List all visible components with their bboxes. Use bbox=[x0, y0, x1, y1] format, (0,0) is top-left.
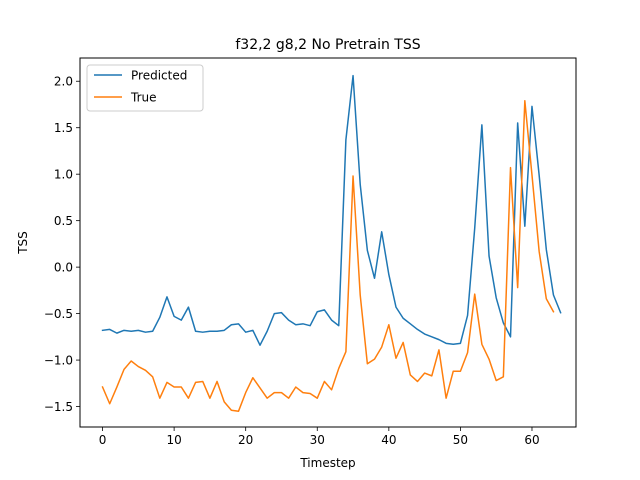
x-axis-label: Timestep bbox=[299, 456, 355, 470]
x-tick-label: 30 bbox=[310, 433, 325, 447]
y-axis-label: TSS bbox=[16, 231, 30, 255]
legend-box bbox=[86, 64, 204, 112]
y-tick-label: 1.0 bbox=[54, 168, 73, 182]
legend-label-true: True bbox=[130, 91, 157, 105]
y-axis: −1.5 −1.0 −0.5 0.0 0.5 1.0 1.5 2.0 bbox=[44, 75, 80, 414]
series-line-predicted bbox=[101, 74, 562, 346]
x-tick-label: 40 bbox=[381, 433, 396, 447]
x-tick-label: 50 bbox=[453, 433, 468, 447]
y-tick-label: 0.5 bbox=[54, 214, 73, 228]
x-tick-label: 10 bbox=[166, 433, 181, 447]
x-tick-label: 0 bbox=[99, 433, 107, 447]
y-tick-label: −0.5 bbox=[44, 307, 73, 321]
x-axis: 0 10 20 30 40 50 60 bbox=[99, 427, 540, 447]
y-tick-label: 1.5 bbox=[54, 121, 73, 135]
y-tick-label: 0.0 bbox=[54, 261, 73, 275]
x-tick-label: 20 bbox=[238, 433, 253, 447]
legend: Predicted True bbox=[86, 64, 204, 112]
y-tick-label: −1.5 bbox=[44, 400, 73, 414]
chart-title: f32,2 g8,2 No Pretrain TSS bbox=[235, 37, 420, 53]
series-line-true bbox=[101, 100, 555, 412]
y-tick-label: −1.0 bbox=[44, 354, 73, 368]
y-tick-label: 2.0 bbox=[54, 75, 73, 89]
plot-area-frame bbox=[79, 57, 577, 428]
x-tick-label: 60 bbox=[524, 433, 539, 447]
legend-label-predicted: Predicted bbox=[131, 69, 187, 83]
plot-lines bbox=[101, 74, 562, 412]
